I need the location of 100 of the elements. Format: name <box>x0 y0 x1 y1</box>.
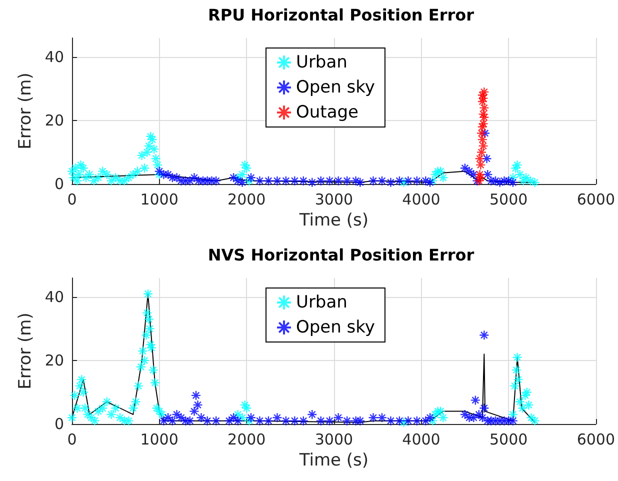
x-tick-label: 6000 <box>576 430 616 448</box>
x-tick-label: 4000 <box>402 430 440 448</box>
point <box>152 403 162 414</box>
point <box>124 416 134 426</box>
point <box>152 160 163 170</box>
point <box>244 176 254 186</box>
point <box>398 417 409 428</box>
point <box>525 176 536 186</box>
point <box>460 409 470 420</box>
point <box>368 412 378 423</box>
point <box>530 177 540 188</box>
point <box>228 412 239 423</box>
point <box>316 176 326 186</box>
point <box>237 177 248 188</box>
x-tick-label: 4000 <box>402 190 440 208</box>
point <box>88 176 99 186</box>
point <box>477 134 488 145</box>
point <box>272 412 282 423</box>
point <box>530 416 540 426</box>
legend-label: Urban <box>296 292 348 312</box>
point <box>376 412 388 423</box>
point <box>403 176 414 186</box>
point <box>477 90 488 100</box>
point <box>342 416 352 426</box>
point <box>232 409 244 420</box>
point <box>460 163 470 174</box>
point <box>148 364 158 376</box>
point <box>514 169 526 180</box>
point <box>142 308 152 318</box>
point <box>228 172 239 183</box>
point <box>324 416 335 426</box>
point <box>263 176 274 186</box>
point <box>150 154 161 164</box>
point <box>476 172 486 183</box>
x-tick-label: 6000 <box>576 190 616 208</box>
point <box>486 416 496 426</box>
legend-label: Outage <box>296 102 358 122</box>
point <box>184 176 195 186</box>
point <box>503 416 514 426</box>
point <box>342 176 352 186</box>
point <box>162 169 174 180</box>
point <box>499 176 510 186</box>
point <box>244 416 254 426</box>
point <box>198 176 208 186</box>
point <box>114 176 126 186</box>
point <box>435 406 446 416</box>
point <box>290 176 300 186</box>
point <box>290 416 300 426</box>
x-tick-label: 2000 <box>228 190 266 208</box>
x-tick-label: 1000 <box>140 190 178 208</box>
point <box>224 416 234 426</box>
point <box>254 416 265 426</box>
legend-label: Open sky <box>296 318 375 338</box>
point <box>176 412 186 423</box>
point <box>246 412 256 423</box>
point <box>526 412 536 423</box>
point <box>468 169 479 180</box>
point <box>386 416 396 426</box>
point <box>508 416 518 426</box>
y-axis-title: Error (m) <box>16 312 36 390</box>
point <box>78 387 88 398</box>
point <box>280 416 292 426</box>
point <box>119 416 130 426</box>
chart-title: NVS Horizontal Position Error <box>208 246 474 264</box>
point <box>176 176 186 186</box>
point <box>80 172 92 183</box>
point <box>110 172 121 183</box>
point <box>520 172 532 183</box>
point <box>154 406 164 416</box>
point <box>503 176 514 186</box>
point <box>172 172 182 183</box>
y-tick-label: 20 <box>44 112 64 130</box>
point <box>386 177 396 188</box>
point <box>263 416 274 426</box>
point <box>355 177 366 188</box>
y-tick-label: 0 <box>54 175 64 193</box>
point <box>106 176 116 186</box>
point <box>180 176 191 186</box>
y-tick-label: 20 <box>44 352 64 370</box>
point <box>424 412 436 423</box>
point <box>272 176 282 186</box>
point <box>464 166 474 176</box>
x-tick-label: 1000 <box>140 430 178 448</box>
point <box>490 416 501 426</box>
point <box>333 412 344 423</box>
y-tick-label: 40 <box>44 48 64 66</box>
point <box>210 176 222 186</box>
y-axis-title: Error (m) <box>16 72 36 150</box>
point <box>518 176 529 186</box>
point <box>202 176 212 186</box>
x-axis-title: Time (s) <box>298 450 369 470</box>
point <box>499 416 510 426</box>
point <box>298 416 308 426</box>
point <box>133 380 144 392</box>
point <box>522 387 532 398</box>
x-tick-label: 2000 <box>228 430 266 448</box>
point <box>190 390 202 401</box>
point <box>145 340 156 350</box>
point <box>86 412 96 423</box>
point <box>142 288 154 299</box>
